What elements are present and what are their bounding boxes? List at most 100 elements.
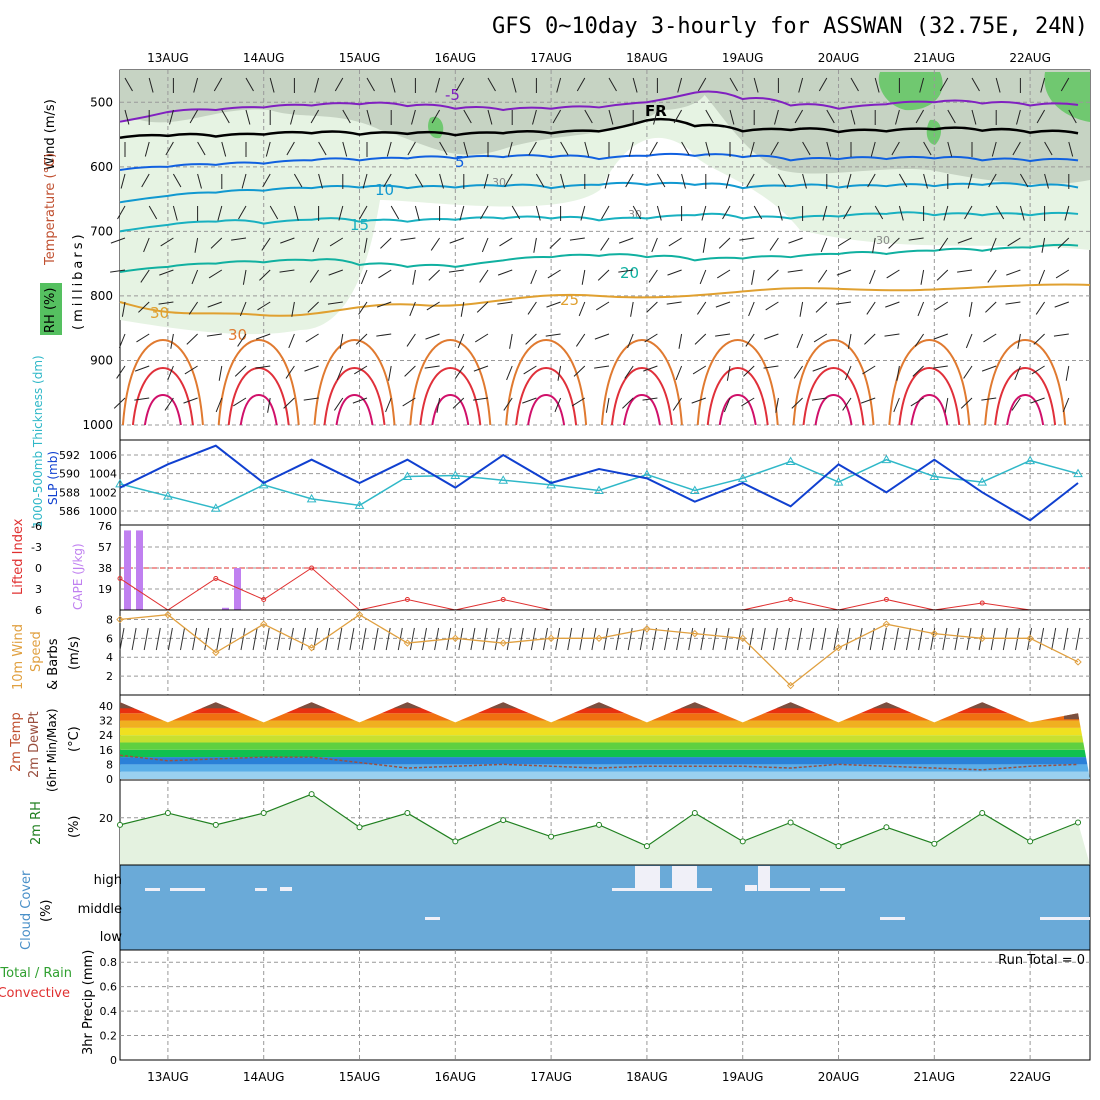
wind10m-barb [857, 627, 863, 651]
wind-barb [329, 237, 344, 247]
rh2m-point [787, 819, 794, 826]
rh2m-point [1027, 838, 1034, 845]
wind-barb [314, 77, 320, 93]
temp2m-tick-label: 24 [99, 729, 113, 742]
wind-barb [339, 333, 344, 349]
wind-barb [342, 109, 351, 124]
isotherm-40 [527, 393, 566, 426]
wind-barb [820, 237, 828, 253]
thickness-point [594, 485, 604, 494]
li-tick-label: 6 [35, 604, 42, 617]
wind-barb [573, 365, 586, 377]
wind-barb [134, 365, 150, 372]
wind-barb [836, 301, 852, 305]
wind-barb [802, 141, 811, 156]
rh2m-ticks: 20 [99, 812, 113, 825]
wind-barb [342, 141, 348, 157]
wind-barb [915, 109, 925, 124]
wind10m-barb [978, 627, 984, 651]
wind-barb [424, 365, 440, 369]
wind-barb [895, 109, 900, 125]
contour-label: 25 [560, 291, 579, 309]
wind-barb [239, 301, 247, 317]
rh-contour-label: 30 [876, 234, 890, 247]
wind-barb [1011, 397, 1021, 411]
wind-barb [527, 301, 537, 315]
isotherm-30 [313, 338, 396, 426]
cape-bars [124, 530, 241, 610]
wind-barb [506, 365, 513, 381]
wind-barb [110, 237, 126, 244]
temp2m-tick-label: 32 [99, 715, 113, 728]
thickness-point [785, 456, 796, 466]
wind10m-barb [809, 627, 815, 651]
cloud-gap [1040, 917, 1090, 920]
wind-barb [1060, 77, 1070, 92]
wind10m-barb [264, 627, 270, 651]
isotherm-40 [431, 393, 470, 426]
wind-barb [991, 141, 997, 157]
isotherm-35 [898, 366, 961, 426]
wind-barb [627, 333, 634, 349]
slp-tick-label: 1000 [89, 505, 117, 518]
wind-barb [143, 237, 150, 253]
wind10m-barb [373, 627, 379, 651]
wind-barb [843, 205, 852, 220]
pressure-tick-label: 900 [90, 353, 113, 367]
wind-barb [777, 173, 787, 188]
rh2m-point [500, 817, 507, 824]
wind-barb [870, 141, 876, 157]
pressure-tick-label: 600 [90, 160, 113, 174]
rh2m-point [212, 821, 219, 828]
wind-barb [255, 365, 271, 369]
wind-barb [283, 397, 295, 409]
wind-barb [546, 301, 561, 308]
cloud-gap [255, 888, 267, 891]
rh2m-point [883, 824, 890, 831]
wind-barb [739, 237, 755, 241]
ylabel-10m-wind: 10m Wind [11, 624, 26, 690]
lifted-index-point [500, 597, 506, 602]
wind-barb [338, 205, 344, 221]
contour-label: 15 [350, 216, 369, 234]
ylabel-cloud-cover: Cloud Cover [19, 870, 34, 950]
wind-barb [144, 141, 150, 157]
wind10m-barb [664, 627, 669, 651]
wind-barb [193, 77, 199, 93]
thickness-point [929, 471, 940, 480]
isotherm-30 [409, 338, 492, 426]
wind-barb [753, 77, 759, 93]
temp-max-cap [297, 702, 326, 709]
wind-barb [705, 109, 714, 124]
wind-barb [860, 397, 876, 404]
wind-barb [376, 301, 392, 308]
cloud-gap [145, 888, 160, 891]
wind-barb [705, 141, 711, 157]
wind-barb [675, 365, 683, 381]
bottom-date-label: 13AUG [147, 1070, 189, 1084]
wind10m-point [116, 615, 124, 624]
wind-barb [888, 237, 900, 249]
wind-barb [787, 269, 803, 273]
pressure-tick-label: 500 [90, 95, 113, 109]
wind-barb [656, 205, 662, 221]
wind-barb [1064, 205, 1070, 221]
wind10m-barb [530, 627, 536, 651]
wind-barb [1019, 173, 1029, 188]
wind-barb [117, 205, 126, 220]
wind-barb [257, 301, 271, 311]
wind-barb [891, 141, 900, 156]
cape-tick-label: 19 [98, 583, 112, 596]
wind10m-point [212, 648, 220, 657]
wind10m-barb [422, 627, 427, 651]
temp-max-cap [585, 702, 614, 709]
rh2m-point [308, 791, 315, 798]
cloud-level-label: high [94, 873, 122, 888]
rh2m-point [835, 843, 842, 850]
wind-barb [718, 237, 731, 249]
wind-barb [702, 237, 707, 253]
wind-barb [692, 365, 707, 375]
pressure-tick-label: 700 [90, 224, 113, 238]
precip-tick-label: 0 [110, 1054, 117, 1067]
wind10m-tick-label: 2 [106, 670, 113, 683]
